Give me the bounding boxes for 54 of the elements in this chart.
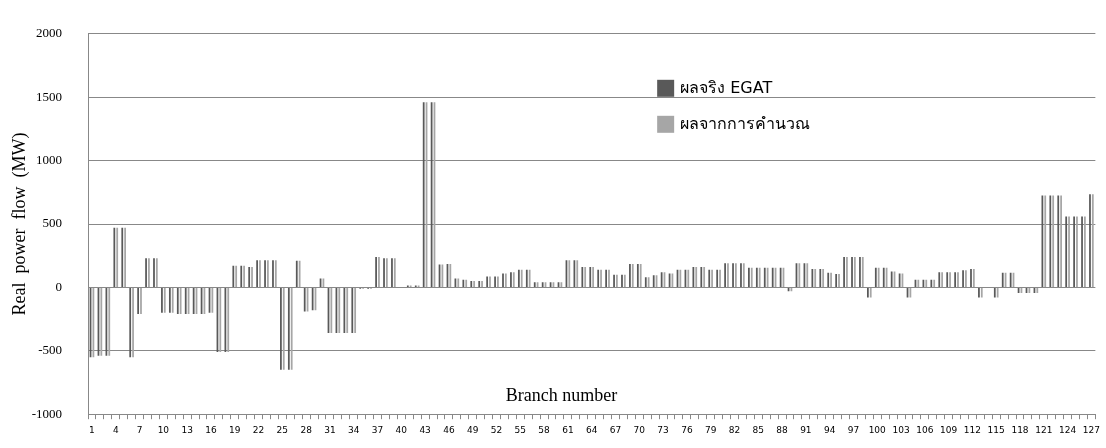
x-tick-label: 58 — [538, 424, 551, 435]
x-tick-label: 10 — [157, 424, 170, 435]
x-tick-label: 103 — [892, 424, 910, 435]
x-tick-label: 76 — [681, 424, 693, 435]
x-tick-label: 22 — [252, 424, 265, 435]
x-tick-label: 112 — [963, 424, 982, 435]
x-tick-label: 34 — [348, 424, 360, 435]
x-tick-label: 82 — [728, 424, 741, 435]
x-tick-label: 7 — [136, 424, 143, 435]
x-tick-label: 70 — [633, 424, 646, 435]
x-tick-label: 1 — [89, 424, 95, 435]
x-tick-label: 64 — [585, 424, 598, 435]
y-tick-label: 0 — [55, 278, 62, 294]
x-tick-label: 109 — [940, 424, 958, 435]
x-tick-label: 37 — [371, 424, 384, 435]
y-axis-title: Real power flow (MW) — [8, 132, 30, 316]
x-tick-label: 115 — [987, 424, 1005, 435]
x-tick-label: 25 — [276, 424, 289, 435]
y-tick-label: 2000 — [36, 25, 62, 41]
legend-label: ผลจริง EGAT — [680, 77, 773, 97]
x-tick-label: 4 — [112, 424, 119, 435]
x-tick-label: 91 — [800, 424, 812, 435]
legend-label: ผลจากการคำนวณ — [680, 113, 811, 133]
x-tick-label: 40 — [395, 424, 408, 435]
x-tick-label: 55 — [514, 424, 527, 435]
y-tick-label: 1000 — [36, 152, 62, 168]
x-tick-label: 121 — [1035, 424, 1053, 435]
x-tick-label: 127 — [1082, 424, 1100, 435]
x-tick-label: 19 — [229, 424, 241, 435]
x-axis-title: Branch number — [505, 385, 618, 406]
x-tick-label: 106 — [916, 424, 934, 435]
y-tick-label: -500 — [38, 342, 62, 358]
x-tick-label: 100 — [868, 424, 887, 435]
x-tick-label: 67 — [609, 424, 622, 435]
x-tick-label: 43 — [419, 424, 431, 435]
x-tick-label: 49 — [466, 424, 479, 435]
x-tick-label: 31 — [324, 424, 336, 435]
x-tick-label: 73 — [657, 424, 669, 435]
x-tick-label: 52 — [490, 424, 503, 435]
y-tick-label: -1000 — [31, 405, 62, 421]
x-tick-label: 79 — [704, 424, 717, 435]
x-tick-label: 61 — [562, 424, 574, 435]
x-tick-label: 13 — [181, 424, 193, 435]
x-tick-label: 124 — [1059, 424, 1077, 435]
x-tick-label: 16 — [205, 424, 217, 435]
x-tick-label: 94 — [823, 424, 836, 435]
y-tick-label: 1500 — [36, 88, 62, 104]
y-tick-label: 500 — [42, 215, 62, 231]
x-tick-label: 88 — [776, 424, 789, 435]
x-tick-label: 46 — [443, 424, 455, 435]
x-tick-label: 28 — [300, 424, 313, 435]
x-tick-label: 118 — [1011, 424, 1029, 435]
x-tick-label: 97 — [847, 424, 860, 435]
x-tick-label: 85 — [752, 424, 764, 435]
